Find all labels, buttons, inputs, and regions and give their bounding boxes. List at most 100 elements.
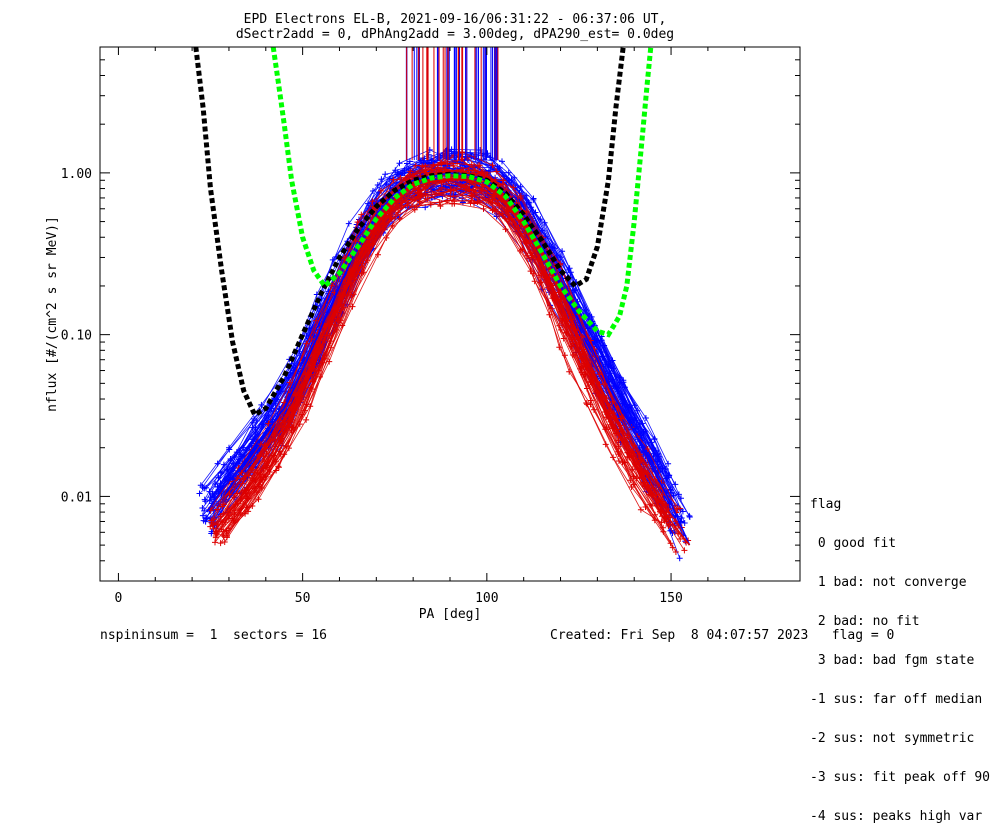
data-point (217, 540, 224, 547)
data-point (206, 488, 213, 495)
data-point (439, 184, 445, 191)
data-point (436, 167, 443, 174)
series-lines (206, 172, 691, 546)
data-point (591, 406, 597, 413)
data-point (313, 317, 319, 324)
data-point (505, 177, 512, 184)
data-point (327, 344, 334, 351)
data-point (677, 506, 684, 513)
data-point (676, 505, 683, 512)
data-point (345, 220, 352, 227)
data-point (220, 461, 227, 468)
data-point (416, 198, 423, 205)
data-point (466, 186, 473, 193)
data-point (489, 162, 496, 169)
data-point (238, 505, 245, 512)
data-point (231, 507, 238, 514)
data-point (303, 340, 310, 347)
data-point (617, 415, 624, 422)
data-point (677, 536, 684, 542)
data-point (609, 357, 616, 364)
data-point (475, 168, 482, 175)
data-trace (220, 184, 682, 519)
data-point (230, 519, 237, 526)
data-point (468, 197, 475, 204)
data-point (528, 250, 535, 256)
data-point (596, 371, 603, 378)
data-point (404, 202, 411, 209)
data-point (505, 169, 512, 176)
data-point (396, 160, 403, 167)
data-point (626, 404, 633, 411)
data-trace (220, 180, 661, 522)
data-trace (210, 178, 682, 528)
data-point (672, 549, 679, 555)
data-point (364, 257, 371, 264)
data-point (462, 187, 469, 193)
data-point (199, 512, 206, 519)
data-trace (217, 185, 682, 523)
data-point (517, 195, 524, 202)
data-point (508, 216, 515, 223)
data-point (666, 521, 673, 528)
data-point (323, 323, 330, 329)
data-point (621, 459, 628, 466)
data-point (358, 211, 365, 218)
data-point (251, 415, 257, 422)
data-point (487, 199, 494, 206)
data-point (263, 450, 270, 457)
data-point (224, 533, 230, 539)
data-point (303, 416, 310, 423)
data-point (279, 426, 285, 433)
data-point (382, 171, 389, 178)
data-point (644, 446, 651, 452)
data-point (207, 523, 214, 530)
data-point (616, 458, 622, 464)
data-point (652, 476, 659, 483)
data-point (196, 490, 203, 497)
data-point (665, 460, 672, 467)
data-point (510, 184, 517, 191)
data-point (411, 206, 418, 213)
data-point (637, 506, 644, 513)
data-point (603, 414, 610, 421)
data-point (468, 192, 475, 199)
data-point (502, 226, 509, 233)
series-line (206, 172, 691, 546)
data-point (435, 164, 441, 171)
data-point (202, 518, 209, 525)
y-tick-label: 0.10 (61, 329, 92, 344)
data-point (309, 386, 316, 393)
data-point (421, 158, 427, 165)
data-trace (219, 172, 684, 515)
data-point (208, 519, 215, 526)
data-point (681, 520, 688, 526)
data-point (681, 547, 688, 554)
data-point (606, 403, 613, 409)
data-point (288, 427, 295, 434)
data-point (281, 451, 288, 458)
data-point (444, 197, 451, 204)
data-point (559, 317, 565, 324)
fit-curve (270, 46, 654, 338)
data-point (686, 512, 693, 519)
data-point (651, 436, 658, 443)
data-point (214, 483, 221, 490)
data-point (666, 472, 673, 479)
data-point (260, 421, 267, 428)
data-point (577, 339, 584, 346)
data-trace (209, 203, 656, 527)
legend-item: 0 good fit (810, 536, 897, 551)
data-point (475, 162, 482, 169)
data-point (530, 270, 537, 277)
data-point (412, 162, 419, 169)
y-axis-label: nflux [#/(cm^2 s sr MeV)] (45, 216, 60, 412)
data-point (328, 282, 335, 289)
data-point (265, 420, 272, 427)
data-point (221, 539, 228, 545)
data-trace (221, 168, 679, 527)
data-point (654, 458, 661, 465)
data-point (263, 442, 270, 449)
data-point (404, 160, 410, 167)
data-point (638, 468, 645, 475)
